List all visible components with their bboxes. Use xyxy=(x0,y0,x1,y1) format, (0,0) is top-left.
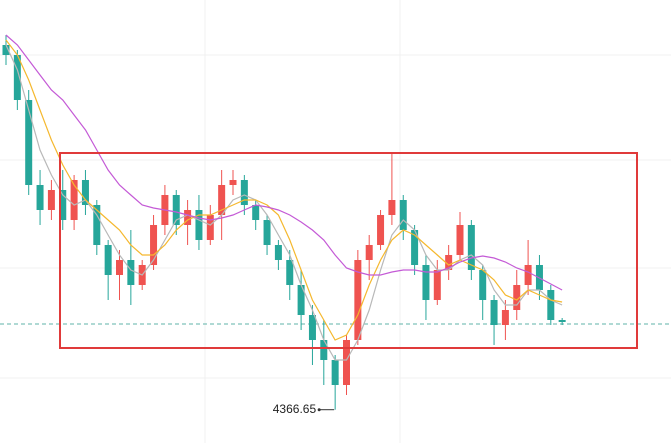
candle-body xyxy=(456,225,464,255)
candle-body xyxy=(195,210,203,240)
candle-body xyxy=(411,230,419,265)
candle-body xyxy=(308,315,316,340)
candle-body xyxy=(377,215,385,245)
candle-body xyxy=(433,270,441,300)
candle-body xyxy=(25,100,33,185)
highlight-box xyxy=(59,152,638,349)
candle-body xyxy=(501,310,509,325)
candle-body xyxy=(286,260,294,285)
candle-body xyxy=(184,210,192,225)
candle-body xyxy=(558,320,566,322)
candle-body xyxy=(240,180,248,205)
candle-body xyxy=(365,245,373,260)
candle-body xyxy=(13,55,21,100)
candle-body xyxy=(47,190,55,210)
candle-body xyxy=(524,265,532,285)
candle-body xyxy=(343,340,350,385)
candle-body xyxy=(422,265,430,300)
candle-body xyxy=(229,180,237,185)
candle-body xyxy=(81,180,89,205)
candle-body xyxy=(36,185,44,210)
candle-body xyxy=(2,45,10,55)
candle-body xyxy=(547,290,555,320)
low-label: 4366.65 xyxy=(273,402,317,416)
candle-body xyxy=(116,260,123,275)
low-pointer-dot xyxy=(317,408,321,412)
candle-body xyxy=(93,205,101,245)
candle-body xyxy=(331,360,339,385)
labels: 4366.65 xyxy=(273,402,335,416)
candle-body xyxy=(70,180,78,220)
candle-body xyxy=(218,185,226,215)
candle-body xyxy=(513,285,521,310)
candle-body xyxy=(479,270,487,300)
candle-body xyxy=(150,225,158,265)
candle-body xyxy=(263,220,271,245)
candle-body xyxy=(172,195,180,225)
moving-average-line xyxy=(5,34,563,291)
moving-average-line xyxy=(5,39,563,341)
candle-body xyxy=(399,200,407,230)
candle-body xyxy=(445,255,453,270)
candle-body xyxy=(467,225,475,270)
candle-body xyxy=(320,340,328,360)
candle-body xyxy=(274,245,282,260)
candle-body xyxy=(104,245,112,275)
candle-body xyxy=(297,285,305,315)
plot xyxy=(0,34,671,410)
candle-body xyxy=(354,260,362,340)
candle-body xyxy=(388,200,396,215)
moving-average-line xyxy=(5,44,563,361)
candle-body xyxy=(59,190,67,220)
candle-body xyxy=(490,300,498,325)
candle-body xyxy=(252,205,260,220)
candle-body xyxy=(206,215,214,240)
candle-body xyxy=(127,260,135,285)
